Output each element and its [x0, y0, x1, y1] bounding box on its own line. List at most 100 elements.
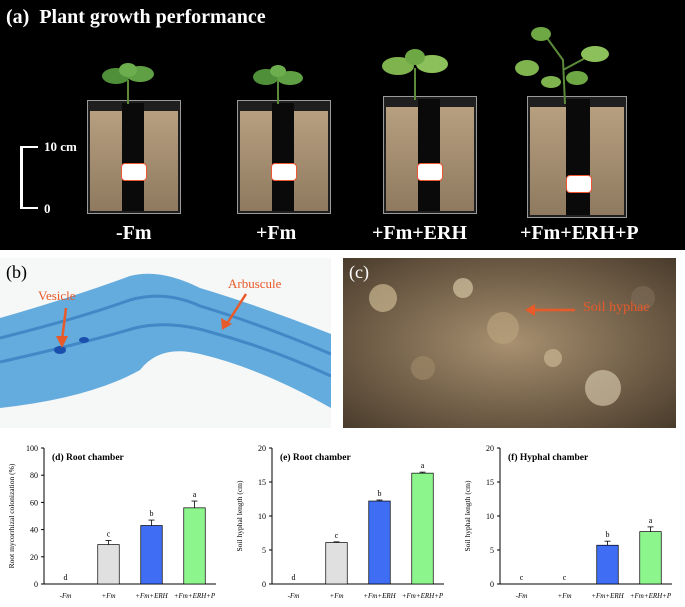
chart-d-svg: 0 20 40 60 80 100 Root mycorrhizal colonizatio… — [7, 444, 216, 600]
pot-2-tag — [271, 163, 297, 181]
chart-d-category-label: +Fm+ERH+P — [174, 592, 216, 600]
chart-f-bar — [639, 531, 662, 585]
chart-e-category-label: +Fm — [329, 592, 343, 600]
chart-e-ytick-label: 20 — [258, 444, 266, 453]
treatment-label-2: +Fm — [256, 222, 297, 244]
chart-d-bar — [97, 544, 120, 585]
chart-e-bar — [411, 472, 434, 585]
chart-d-significance-letter: d — [64, 573, 68, 582]
panel-a-title: Plant growth performance — [39, 6, 266, 28]
pot-2 — [237, 100, 331, 214]
pot-3-tape — [418, 99, 440, 211]
chart-e-ytick-label: 10 — [258, 512, 266, 521]
scale-bar — [20, 146, 23, 209]
treatment-label-3: +Fm+ERH — [372, 222, 468, 244]
scale-label-bottom: 0 — [44, 201, 51, 216]
scale-tick-bottom — [20, 207, 38, 209]
panel-c-micrograph: (c) Soil hyphae — [343, 258, 676, 428]
chart-d-bar — [140, 525, 163, 585]
pot-4-tape — [566, 99, 590, 215]
hyphae-arrow — [525, 304, 575, 316]
panel-a-label: (a) — [6, 6, 30, 28]
chart-e: 0 5 10 15 20 Soil hyphal length (cm) (e) Root … — [232, 436, 452, 606]
chart-f-category-label: -Fm — [516, 592, 528, 600]
pot-3-plant — [382, 49, 448, 100]
chart-d-significance-letter: a — [193, 490, 197, 499]
pot-1-plant — [102, 63, 154, 104]
chart-e-category-label: +Fm+ERH — [363, 592, 396, 600]
chart-d-title: (d) Root chamber — [52, 452, 125, 463]
pot-1-tag — [121, 163, 147, 181]
hyphae-label: Soil hyphae — [583, 300, 650, 315]
arbuscule-label: Arbuscule — [228, 276, 282, 291]
treatment-label-1: -Fm — [116, 222, 152, 244]
chart-e-ylabel: Soil hyphal length (cm) — [235, 480, 244, 552]
panel-c-label: (c) — [349, 262, 369, 282]
treatment-label-4: +Fm+ERH+P — [520, 222, 639, 244]
chart-d-ytick-label: 40 — [30, 526, 38, 535]
pot-3-tag — [417, 163, 443, 181]
vesicle-label: Vesicle — [38, 288, 76, 303]
pot-2-plant — [253, 65, 303, 104]
chart-d-ytick-label: 60 — [30, 498, 38, 507]
chart-f-svg: 0 5 10 15 20 Soil hyphal length (cm) (f) Hypha… — [463, 444, 672, 600]
chart-e-category-label: +Fm+ERH+P — [402, 592, 444, 600]
chart-e-ytick-label: 15 — [258, 478, 266, 487]
pot-4-tag — [566, 175, 592, 193]
soil-photo — [343, 258, 676, 428]
chart-d-significance-letter: b — [150, 509, 154, 518]
chart-f-ytick-label: 10 — [486, 512, 494, 521]
chart-d-ylabel: Root mycorrhizal colonization (%) — [7, 463, 16, 568]
chart-e-ytick-label: 0 — [262, 580, 266, 589]
chart-d-ytick-label: 20 — [30, 553, 38, 562]
panel-a-heading: (a) Plant growth performance — [6, 6, 266, 29]
panel-b-micrograph: (b) Vesicle Arbuscule — [0, 258, 331, 428]
chart-f-significance-letter: b — [606, 530, 610, 539]
chart-f-ytick-label: 0 — [490, 580, 494, 589]
chart-d-category-label: -Fm — [60, 592, 72, 600]
chart-e-title: (e) Root chamber — [280, 452, 351, 463]
chart-f-significance-letter: c — [563, 573, 567, 582]
chart-d-ytick-label: 0 — [34, 580, 38, 589]
chart-e-svg: 0 5 10 15 20 Soil hyphal length (cm) (e) Root … — [235, 444, 444, 600]
chart-d-category-label: +Fm+ERH — [135, 592, 168, 600]
chart-f-ytick-label: 15 — [486, 478, 494, 487]
chart-d-bar — [183, 507, 206, 585]
root-tissue — [0, 258, 331, 428]
chart-f-significance-letter: c — [520, 573, 524, 582]
chart-d: 0 20 40 60 80 100 Root mycorrhizal colonizatio… — [4, 436, 224, 606]
arbuscule-arrow — [221, 293, 248, 330]
chart-d-significance-letter: c — [107, 529, 111, 538]
chart-f-title: (f) Hyphal chamber — [508, 452, 589, 463]
chart-f-ytick-label: 5 — [490, 546, 494, 555]
chart-e-significance-letter: d — [292, 573, 296, 582]
chart-f-bar — [596, 544, 619, 585]
chart-d-ytick-label: 100 — [26, 444, 38, 453]
panel-a-photo: (a) Plant growth performance 10 cm 0 — [0, 0, 685, 250]
chart-e-bar — [325, 542, 348, 585]
pot-4-plant — [515, 27, 609, 104]
chart-d-category-label: +Fm — [101, 592, 115, 600]
chart-f-ytick-label: 20 — [486, 444, 494, 453]
scale-tick-top — [20, 146, 38, 148]
panel-b-label: (b) — [6, 262, 27, 282]
chart-f-category-label: +Fm — [557, 592, 571, 600]
chart-f-category-label: +Fm+ERH — [591, 592, 624, 600]
pot-1 — [87, 100, 181, 214]
pot-3 — [383, 96, 477, 214]
chart-e-significance-letter: b — [378, 489, 382, 498]
chart-f-significance-letter: a — [649, 516, 653, 525]
pot-4 — [527, 96, 627, 218]
chart-e-significance-letter: c — [335, 531, 339, 540]
vesicle-arrow — [56, 307, 68, 348]
pot-2-tape — [272, 103, 294, 211]
pot-1-tape — [122, 103, 144, 211]
chart-f-category-label: +Fm+ERH+P — [630, 592, 672, 600]
chart-f: 0 5 10 15 20 Soil hyphal length (cm) (f) Hypha… — [460, 436, 680, 606]
chart-f-ylabel: Soil hyphal length (cm) — [463, 480, 472, 552]
chart-e-bar — [368, 500, 391, 585]
chart-e-significance-letter: a — [421, 461, 425, 470]
chart-e-ytick-label: 5 — [262, 546, 266, 555]
chart-d-ytick-label: 80 — [30, 471, 38, 480]
chart-e-category-label: -Fm — [288, 592, 300, 600]
